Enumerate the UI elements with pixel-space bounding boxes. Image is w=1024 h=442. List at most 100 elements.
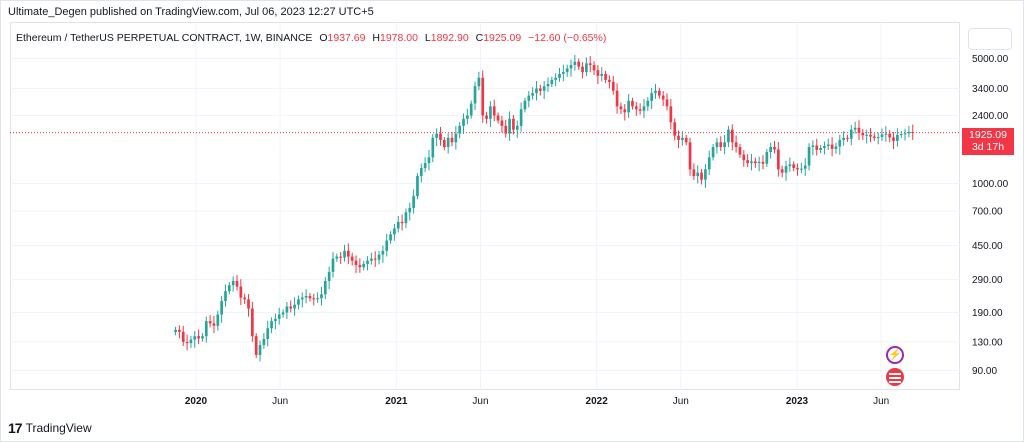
symbol-name[interactable]: Ethereum / TetherUS PERPETUAL CONTRACT, … bbox=[16, 32, 313, 44]
candle-body bbox=[366, 260, 369, 264]
price-axis[interactable] bbox=[960, 22, 1020, 390]
time-axis[interactable] bbox=[10, 390, 960, 410]
candle-body bbox=[527, 95, 531, 101]
tradingview-logo-text: TradingView bbox=[25, 421, 92, 435]
price-tick-label: 290.00 bbox=[972, 275, 1003, 286]
candle-body bbox=[853, 127, 857, 130]
candle-body bbox=[696, 172, 700, 177]
candle-body bbox=[297, 299, 300, 305]
candle-body bbox=[197, 336, 200, 339]
lightning-idea-icon[interactable]: ⚡ bbox=[886, 346, 904, 364]
tradingview-logo[interactable]: 17 TradingView bbox=[8, 420, 92, 436]
candle-body bbox=[466, 115, 469, 119]
candle-body bbox=[757, 161, 761, 164]
candle-body bbox=[823, 146, 826, 148]
last-price-tag: 1925.09 3d 17h bbox=[962, 128, 1014, 155]
candle-body bbox=[373, 258, 377, 260]
candle-body bbox=[608, 79, 611, 82]
candle-body bbox=[496, 115, 500, 121]
candle-body bbox=[796, 168, 799, 170]
candle-body bbox=[803, 165, 807, 169]
candle-body bbox=[393, 228, 396, 235]
candle-body bbox=[469, 103, 473, 116]
candle-body bbox=[592, 64, 596, 71]
ohlc-high: H1978.00 bbox=[372, 32, 418, 44]
candle-body bbox=[842, 137, 845, 141]
candle-body bbox=[577, 61, 581, 67]
candle-body bbox=[727, 129, 730, 143]
candle-body bbox=[266, 328, 270, 339]
candle-body bbox=[450, 137, 454, 143]
candle-body bbox=[377, 254, 381, 260]
candle-body bbox=[896, 134, 899, 141]
candle-body bbox=[354, 260, 358, 266]
candle-body bbox=[274, 318, 277, 322]
candle-body bbox=[730, 129, 734, 143]
candle-body bbox=[323, 280, 327, 295]
candle-body bbox=[454, 133, 458, 143]
last-price-value: 1925.09 bbox=[969, 129, 1007, 141]
candle-body bbox=[523, 100, 527, 110]
candle-body bbox=[212, 323, 216, 326]
candle-body bbox=[619, 106, 623, 110]
candle-body bbox=[300, 297, 304, 300]
candle-body bbox=[519, 109, 523, 126]
candle-body bbox=[819, 147, 822, 150]
axis-settings-button[interactable] bbox=[968, 28, 1012, 50]
candle-body bbox=[673, 122, 677, 136]
candle-body bbox=[792, 164, 796, 169]
high-value: 1978.00 bbox=[380, 32, 418, 44]
candle-body bbox=[346, 250, 350, 257]
candle-body bbox=[235, 280, 239, 287]
candle-body bbox=[657, 90, 661, 96]
candle-body bbox=[650, 93, 653, 101]
candle-body bbox=[201, 336, 204, 339]
bar-countdown: 3d 17h bbox=[971, 141, 1005, 153]
candle-body bbox=[281, 312, 285, 315]
candle-body bbox=[327, 271, 331, 281]
candle-body bbox=[481, 77, 485, 116]
plot-area[interactable] bbox=[10, 22, 960, 390]
candle-body bbox=[500, 120, 504, 126]
candle-body bbox=[669, 106, 673, 123]
candle-body bbox=[231, 280, 235, 286]
candle-body bbox=[316, 298, 319, 300]
candle-body bbox=[753, 161, 757, 164]
candle-body bbox=[308, 295, 312, 299]
candle-body bbox=[208, 321, 212, 324]
us-flag-icon[interactable] bbox=[886, 368, 904, 386]
candle-body bbox=[358, 265, 362, 268]
candle-body bbox=[777, 149, 780, 170]
candle-body bbox=[442, 140, 446, 147]
candle-body bbox=[677, 135, 680, 141]
candle-body bbox=[174, 329, 177, 333]
candle-body bbox=[711, 146, 715, 158]
time-tick-label: Jun bbox=[673, 396, 689, 407]
candle-body bbox=[404, 212, 408, 224]
price-tick-label: 130.00 bbox=[972, 337, 1003, 348]
candle-body bbox=[492, 106, 496, 116]
candle-body bbox=[181, 331, 185, 342]
candle-body bbox=[634, 106, 638, 110]
candle-body bbox=[400, 221, 404, 224]
candle-body bbox=[892, 137, 895, 141]
candle-body bbox=[446, 137, 450, 147]
candle-body bbox=[331, 258, 335, 272]
candle-body bbox=[623, 109, 627, 113]
candle-body bbox=[899, 134, 903, 136]
candle-body bbox=[251, 308, 254, 337]
time-tick-label: 2022 bbox=[586, 396, 609, 407]
ohlc-close: C1925.09 bbox=[476, 32, 522, 44]
candle-body bbox=[869, 134, 872, 137]
candle-body bbox=[884, 133, 888, 135]
open-value: 1937.69 bbox=[327, 32, 366, 44]
candle-body bbox=[719, 142, 723, 147]
candle-body bbox=[412, 196, 415, 208]
candle-body bbox=[907, 132, 911, 134]
candle-body bbox=[834, 146, 838, 149]
chart-legend: Ethereum / TetherUS PERPETUAL CONTRACT, … bbox=[16, 32, 606, 44]
candle-body bbox=[504, 125, 508, 134]
close-label: C bbox=[475, 32, 484, 44]
candle-body bbox=[742, 154, 746, 161]
candle-body bbox=[243, 297, 247, 300]
